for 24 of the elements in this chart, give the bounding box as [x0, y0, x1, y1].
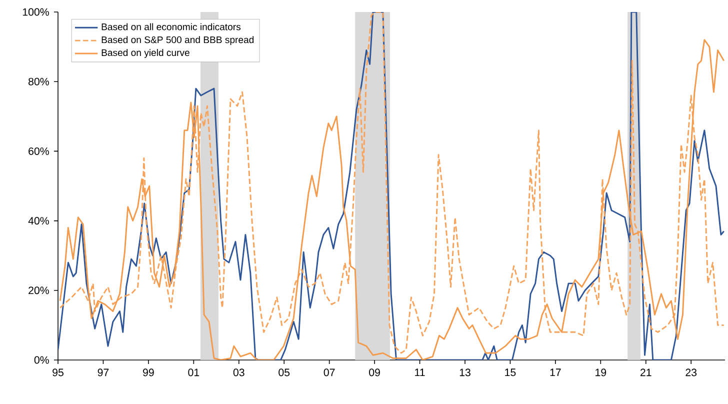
y-tick-label: 0% [34, 356, 49, 364]
x-tick-label: 07 [324, 368, 335, 376]
x-tick-label: 19 [596, 368, 606, 376]
x-tick-label: 21 [640, 368, 652, 376]
y-tick-label: 60% [28, 147, 49, 155]
y-tick-label: 20% [28, 286, 49, 294]
x-tick-label: 03 [233, 368, 244, 376]
x-tick-label: 17 [550, 368, 561, 376]
y-tick-label: 80% [28, 78, 49, 86]
legend-label: Based on all economic indicators [102, 23, 241, 30]
x-tick-label: 13 [460, 368, 470, 376]
x-tick-label: 15 [505, 368, 516, 376]
x-tick-label: 97 [98, 368, 109, 376]
x-tick-label: 05 [278, 368, 290, 376]
x-tick-label: 99 [143, 368, 154, 376]
x-tick-label: 11 [415, 368, 425, 376]
legend-label: Based on yield curve [102, 49, 190, 58]
x-tick-label: 95 [52, 368, 64, 376]
y-tick-label: 100% [22, 8, 49, 16]
x-tick-label: 23 [686, 368, 697, 376]
y-tick-label: 40% [28, 217, 49, 225]
legend-label: Based on S&P 500 and BBB spread [102, 36, 254, 46]
x-tick-label: 09 [369, 368, 380, 376]
x-tick-label: 01 [188, 368, 200, 376]
